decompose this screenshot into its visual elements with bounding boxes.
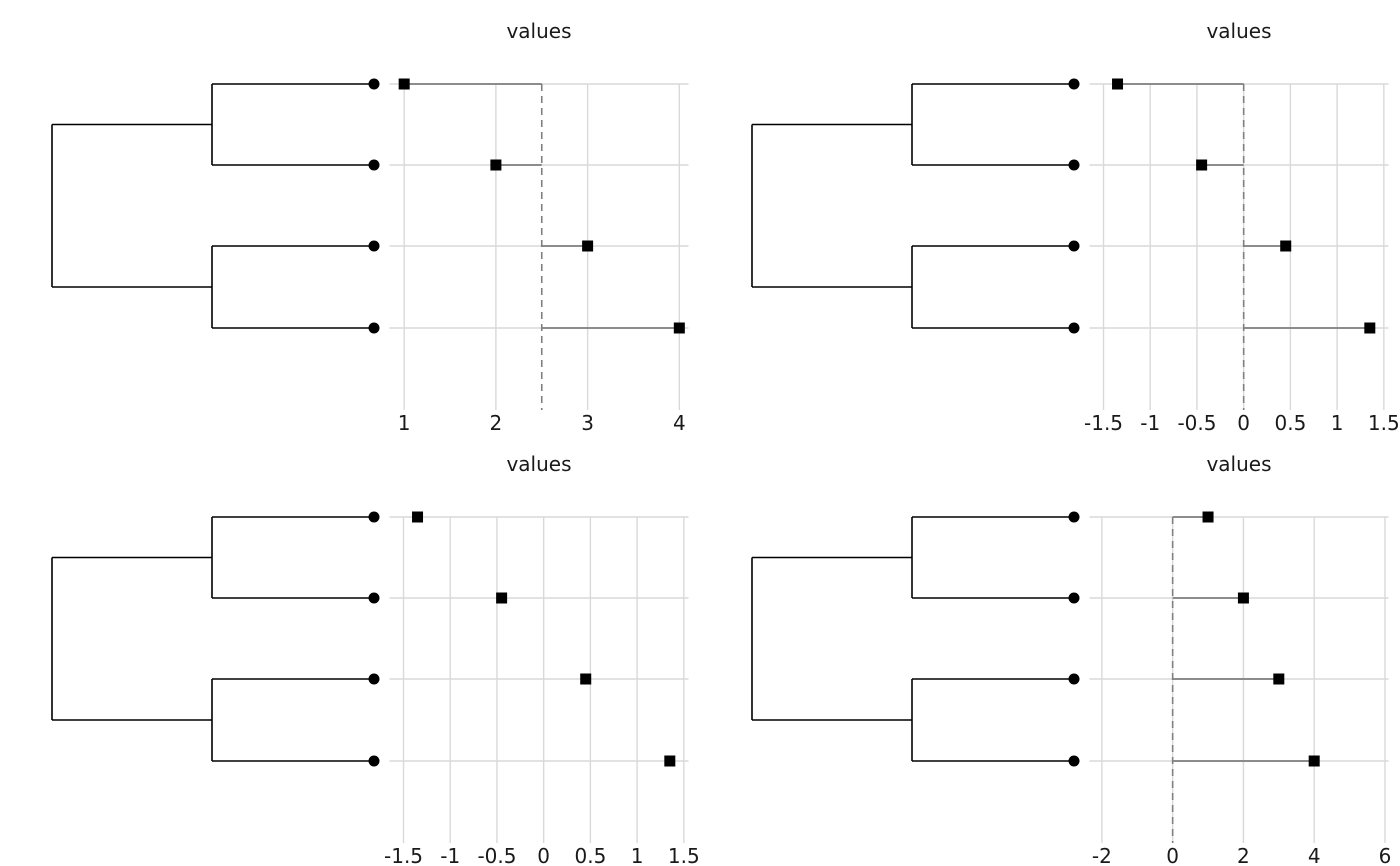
tip-point-1 xyxy=(1068,511,1080,523)
x-tick-label-7: 1.5 xyxy=(668,844,700,866)
x-tick-label-1: -2 xyxy=(1092,844,1112,866)
value-point-3 xyxy=(1280,240,1292,252)
chart-panel-1: 1 2 3 4 values xyxy=(51,19,689,435)
value-point-1 xyxy=(1202,511,1214,523)
x-tick-label-2: -1 xyxy=(1140,411,1160,435)
value-point-1 xyxy=(412,511,424,523)
x-tick-label-6: 1 xyxy=(1331,411,1344,435)
x-tick-label-2: 2 xyxy=(490,411,503,435)
x-tick-label-4: 4 xyxy=(1308,844,1321,866)
tip-point-3 xyxy=(368,673,380,685)
x-tick-label-1: 1 xyxy=(398,411,411,435)
value-point-1 xyxy=(1112,78,1124,90)
panel-title: values xyxy=(1206,452,1271,476)
tip-point-3 xyxy=(368,240,380,252)
x-tick-label-5: 0.5 xyxy=(1274,411,1306,435)
tip-point-4 xyxy=(368,755,380,767)
tip-point-4 xyxy=(368,322,380,334)
tip-point-4 xyxy=(1068,322,1080,334)
x-tick-label-1: -1.5 xyxy=(1084,411,1123,435)
x-tick-label-5: 6 xyxy=(1379,844,1392,866)
chart-panel-4: -2 0 2 4 6 values xyxy=(751,452,1392,866)
x-tick-label-4: 0 xyxy=(537,844,550,866)
dendrogram xyxy=(51,511,380,767)
tip-point-1 xyxy=(368,511,380,523)
value-point-4 xyxy=(664,755,676,767)
panel-title: values xyxy=(506,19,571,43)
value-point-4 xyxy=(673,322,685,334)
x-tick-label-4: 0 xyxy=(1237,411,1250,435)
value-point-4 xyxy=(1308,755,1320,767)
dendrogram xyxy=(751,78,1080,334)
chart-panel-3: -1.5 -1 -0.5 0 0.5 1 1.5 values xyxy=(51,452,700,866)
x-tick-label-1: -1.5 xyxy=(384,844,423,866)
tip-point-2 xyxy=(368,592,380,604)
x-tick-label-4: 4 xyxy=(673,411,686,435)
x-tick-label-3: -0.5 xyxy=(477,844,516,866)
x-tick-label-7: 1.5 xyxy=(1368,411,1400,435)
dendrogram xyxy=(751,511,1080,767)
x-tick-label-2: -1 xyxy=(440,844,460,866)
value-point-3 xyxy=(580,673,592,685)
chart-panel-2: -1.5 -1 -0.5 0 0.5 1 1.5 values xyxy=(751,19,1400,435)
tip-point-4 xyxy=(1068,755,1080,767)
tip-point-3 xyxy=(1068,673,1080,685)
dendrogram xyxy=(51,78,380,334)
value-point-2 xyxy=(490,159,502,171)
x-tick-label-3: 3 xyxy=(581,411,594,435)
tip-point-3 xyxy=(1068,240,1080,252)
panel-title: values xyxy=(506,452,571,476)
x-tick-label-3: -0.5 xyxy=(1177,411,1216,435)
value-point-1 xyxy=(398,78,410,90)
value-point-2 xyxy=(496,592,508,604)
tip-point-2 xyxy=(1068,592,1080,604)
value-point-2 xyxy=(1237,592,1249,604)
value-point-2 xyxy=(1196,159,1208,171)
panel-title: values xyxy=(1206,19,1271,43)
x-tick-label-3: 2 xyxy=(1237,844,1250,866)
value-point-3 xyxy=(582,240,594,252)
x-tick-label-2: 0 xyxy=(1166,844,1179,866)
x-tick-label-6: 1 xyxy=(631,844,644,866)
value-point-3 xyxy=(1273,673,1285,685)
tip-point-2 xyxy=(368,159,380,171)
tip-point-2 xyxy=(1068,159,1080,171)
value-point-4 xyxy=(1364,322,1376,334)
tip-point-1 xyxy=(368,78,380,90)
tip-point-1 xyxy=(1068,78,1080,90)
x-tick-label-5: 0.5 xyxy=(574,844,606,866)
